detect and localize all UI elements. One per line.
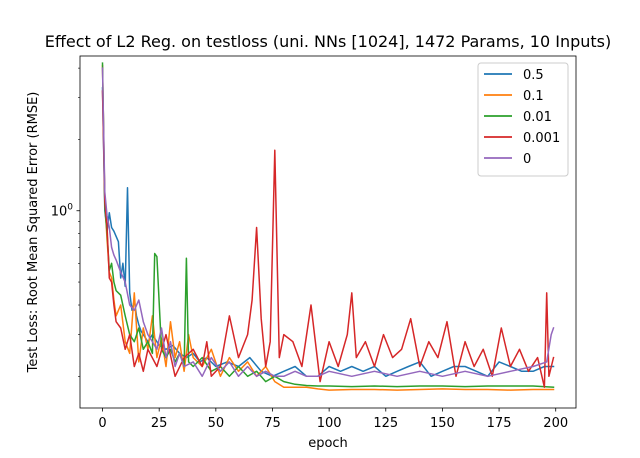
legend-label-4: 0 — [523, 152, 531, 167]
plot-area — [101, 62, 555, 391]
x-tick-label: 75 — [264, 416, 281, 431]
x-tick-label: 50 — [208, 416, 225, 431]
series-line-4 — [101, 67, 555, 378]
series-line-3 — [101, 90, 555, 388]
x-tick-label: 150 — [430, 416, 455, 431]
x-tick-label: 0 — [98, 416, 106, 431]
legend-label-0: 0.5 — [523, 68, 544, 83]
x-tick-label: 200 — [543, 416, 568, 431]
series-line-2 — [101, 62, 555, 388]
chart-title: Effect of L2 Reg. on testloss (uni. NNs … — [45, 32, 611, 51]
x-tick-label: 125 — [373, 416, 398, 431]
legend-box — [477, 62, 569, 177]
y-axis-label: Test Loss: Root Mean Squared Error (RMSE… — [26, 92, 41, 374]
x-tick-label: 100 — [317, 416, 342, 431]
x-tick-label: 175 — [487, 416, 512, 431]
series-line-0 — [101, 87, 555, 378]
legend-label-1: 0.1 — [523, 89, 544, 104]
legend-label-2: 0.01 — [523, 110, 552, 125]
legend-label-3: 0.001 — [523, 131, 560, 146]
legend: 0.5 0.1 0.01 0.001 0 — [477, 62, 569, 177]
x-axis-label: epoch — [308, 436, 348, 451]
x-tick-label: 25 — [151, 416, 168, 431]
plot-frame — [79, 55, 577, 409]
